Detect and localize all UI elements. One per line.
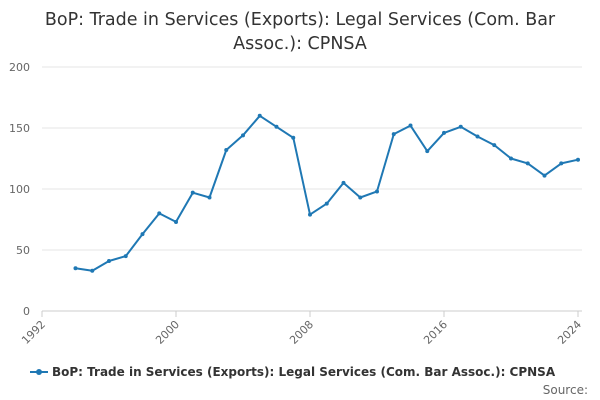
data-point — [375, 189, 379, 194]
data-point — [291, 135, 296, 140]
data-point — [492, 143, 497, 148]
gridlines — [42, 66, 582, 312]
data-point — [391, 132, 396, 137]
x-axis-ticks: 1992 2000 2008 2016 2024 — [19, 311, 584, 347]
data-point — [475, 134, 480, 139]
series-group — [73, 113, 580, 273]
data-point — [458, 124, 463, 129]
y-tick-label: 50 — [16, 244, 30, 257]
data-point — [274, 124, 279, 129]
data-point — [559, 161, 564, 166]
y-tick-label: 200 — [9, 61, 30, 74]
data-point — [107, 258, 111, 263]
legend[interactable]: BoP: Trade in Services (Exports): Legal … — [30, 365, 555, 379]
legend-swatch — [30, 367, 48, 377]
data-point — [308, 212, 312, 217]
data-point — [408, 123, 413, 128]
data-point — [324, 201, 329, 206]
data-point — [207, 195, 212, 200]
data-point — [174, 219, 178, 224]
data-point — [358, 195, 363, 200]
data-point — [140, 232, 145, 237]
data-point — [257, 113, 262, 118]
data-point — [425, 149, 430, 154]
data-point — [341, 180, 346, 185]
data-point — [509, 156, 513, 161]
x-tick-label: 2016 — [421, 318, 450, 347]
source-label: Source: — [542, 383, 588, 397]
y-axis-ticks: 0 50 100 150 200 — [9, 61, 30, 318]
y-tick-label: 100 — [9, 183, 30, 196]
data-point — [525, 161, 530, 166]
series-line — [74, 114, 579, 272]
chart-title: BoP: Trade in Services (Exports): Legal … — [44, 10, 556, 54]
data-point — [224, 147, 229, 152]
data-point — [542, 173, 547, 178]
x-tick-label: 2024 — [555, 318, 584, 347]
data-point — [90, 268, 95, 273]
data-point — [190, 190, 195, 195]
data-point — [123, 254, 128, 259]
x-tick-label: 2008 — [287, 318, 316, 347]
data-point — [442, 130, 446, 135]
y-tick-label: 150 — [9, 122, 30, 135]
data-point — [157, 211, 162, 216]
data-point — [241, 133, 245, 138]
y-tick-label: 0 — [23, 305, 30, 318]
data-point — [576, 157, 580, 162]
legend-label: BoP: Trade in Services (Exports): Legal … — [52, 365, 556, 379]
x-tick-label: 1992 — [19, 318, 48, 347]
data-point — [73, 266, 78, 271]
x-tick-label: 2000 — [153, 318, 182, 347]
